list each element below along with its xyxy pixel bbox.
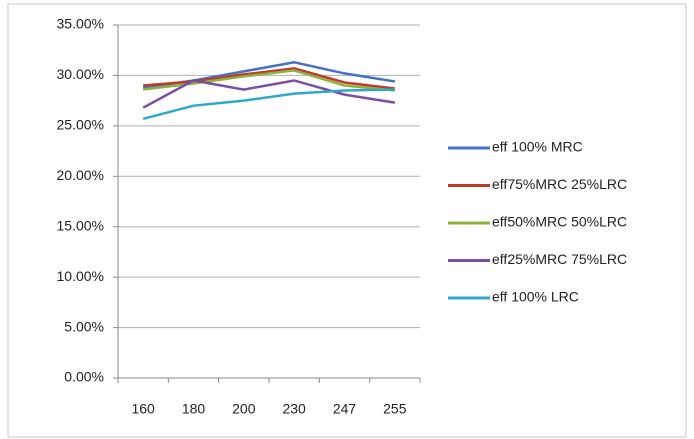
y-tick-label: 20.00% <box>57 167 104 183</box>
x-tick-label: 247 <box>333 401 357 417</box>
y-tick-label: 10.00% <box>57 268 104 284</box>
legend-label: eff 100% MRC <box>492 139 583 155</box>
y-tick-label: 35.00% <box>57 16 104 32</box>
x-tick-label: 180 <box>182 401 206 417</box>
chart-border <box>7 3 687 438</box>
series-line <box>142 88 395 121</box>
x-tick-label: 255 <box>383 401 407 417</box>
x-tick-label: 230 <box>282 401 306 417</box>
y-tick-label: 0.00% <box>64 369 104 385</box>
series-line <box>142 79 396 109</box>
legend-label: eff 100% LRC <box>492 289 579 305</box>
series-line <box>143 67 395 90</box>
y-tick-label: 25.00% <box>57 117 104 133</box>
legend-label: eff75%MRC 25%LRC <box>492 176 627 192</box>
y-tick-label: 5.00% <box>64 318 104 334</box>
legend-label: eff50%MRC 50%LRC <box>492 214 627 230</box>
x-tick-label: 200 <box>232 401 256 417</box>
y-tick-label: 30.00% <box>57 66 104 82</box>
y-tick-label: 15.00% <box>57 217 104 233</box>
legend-label: eff25%MRC 75%LRC <box>492 251 627 267</box>
x-tick-label: 160 <box>131 401 155 417</box>
